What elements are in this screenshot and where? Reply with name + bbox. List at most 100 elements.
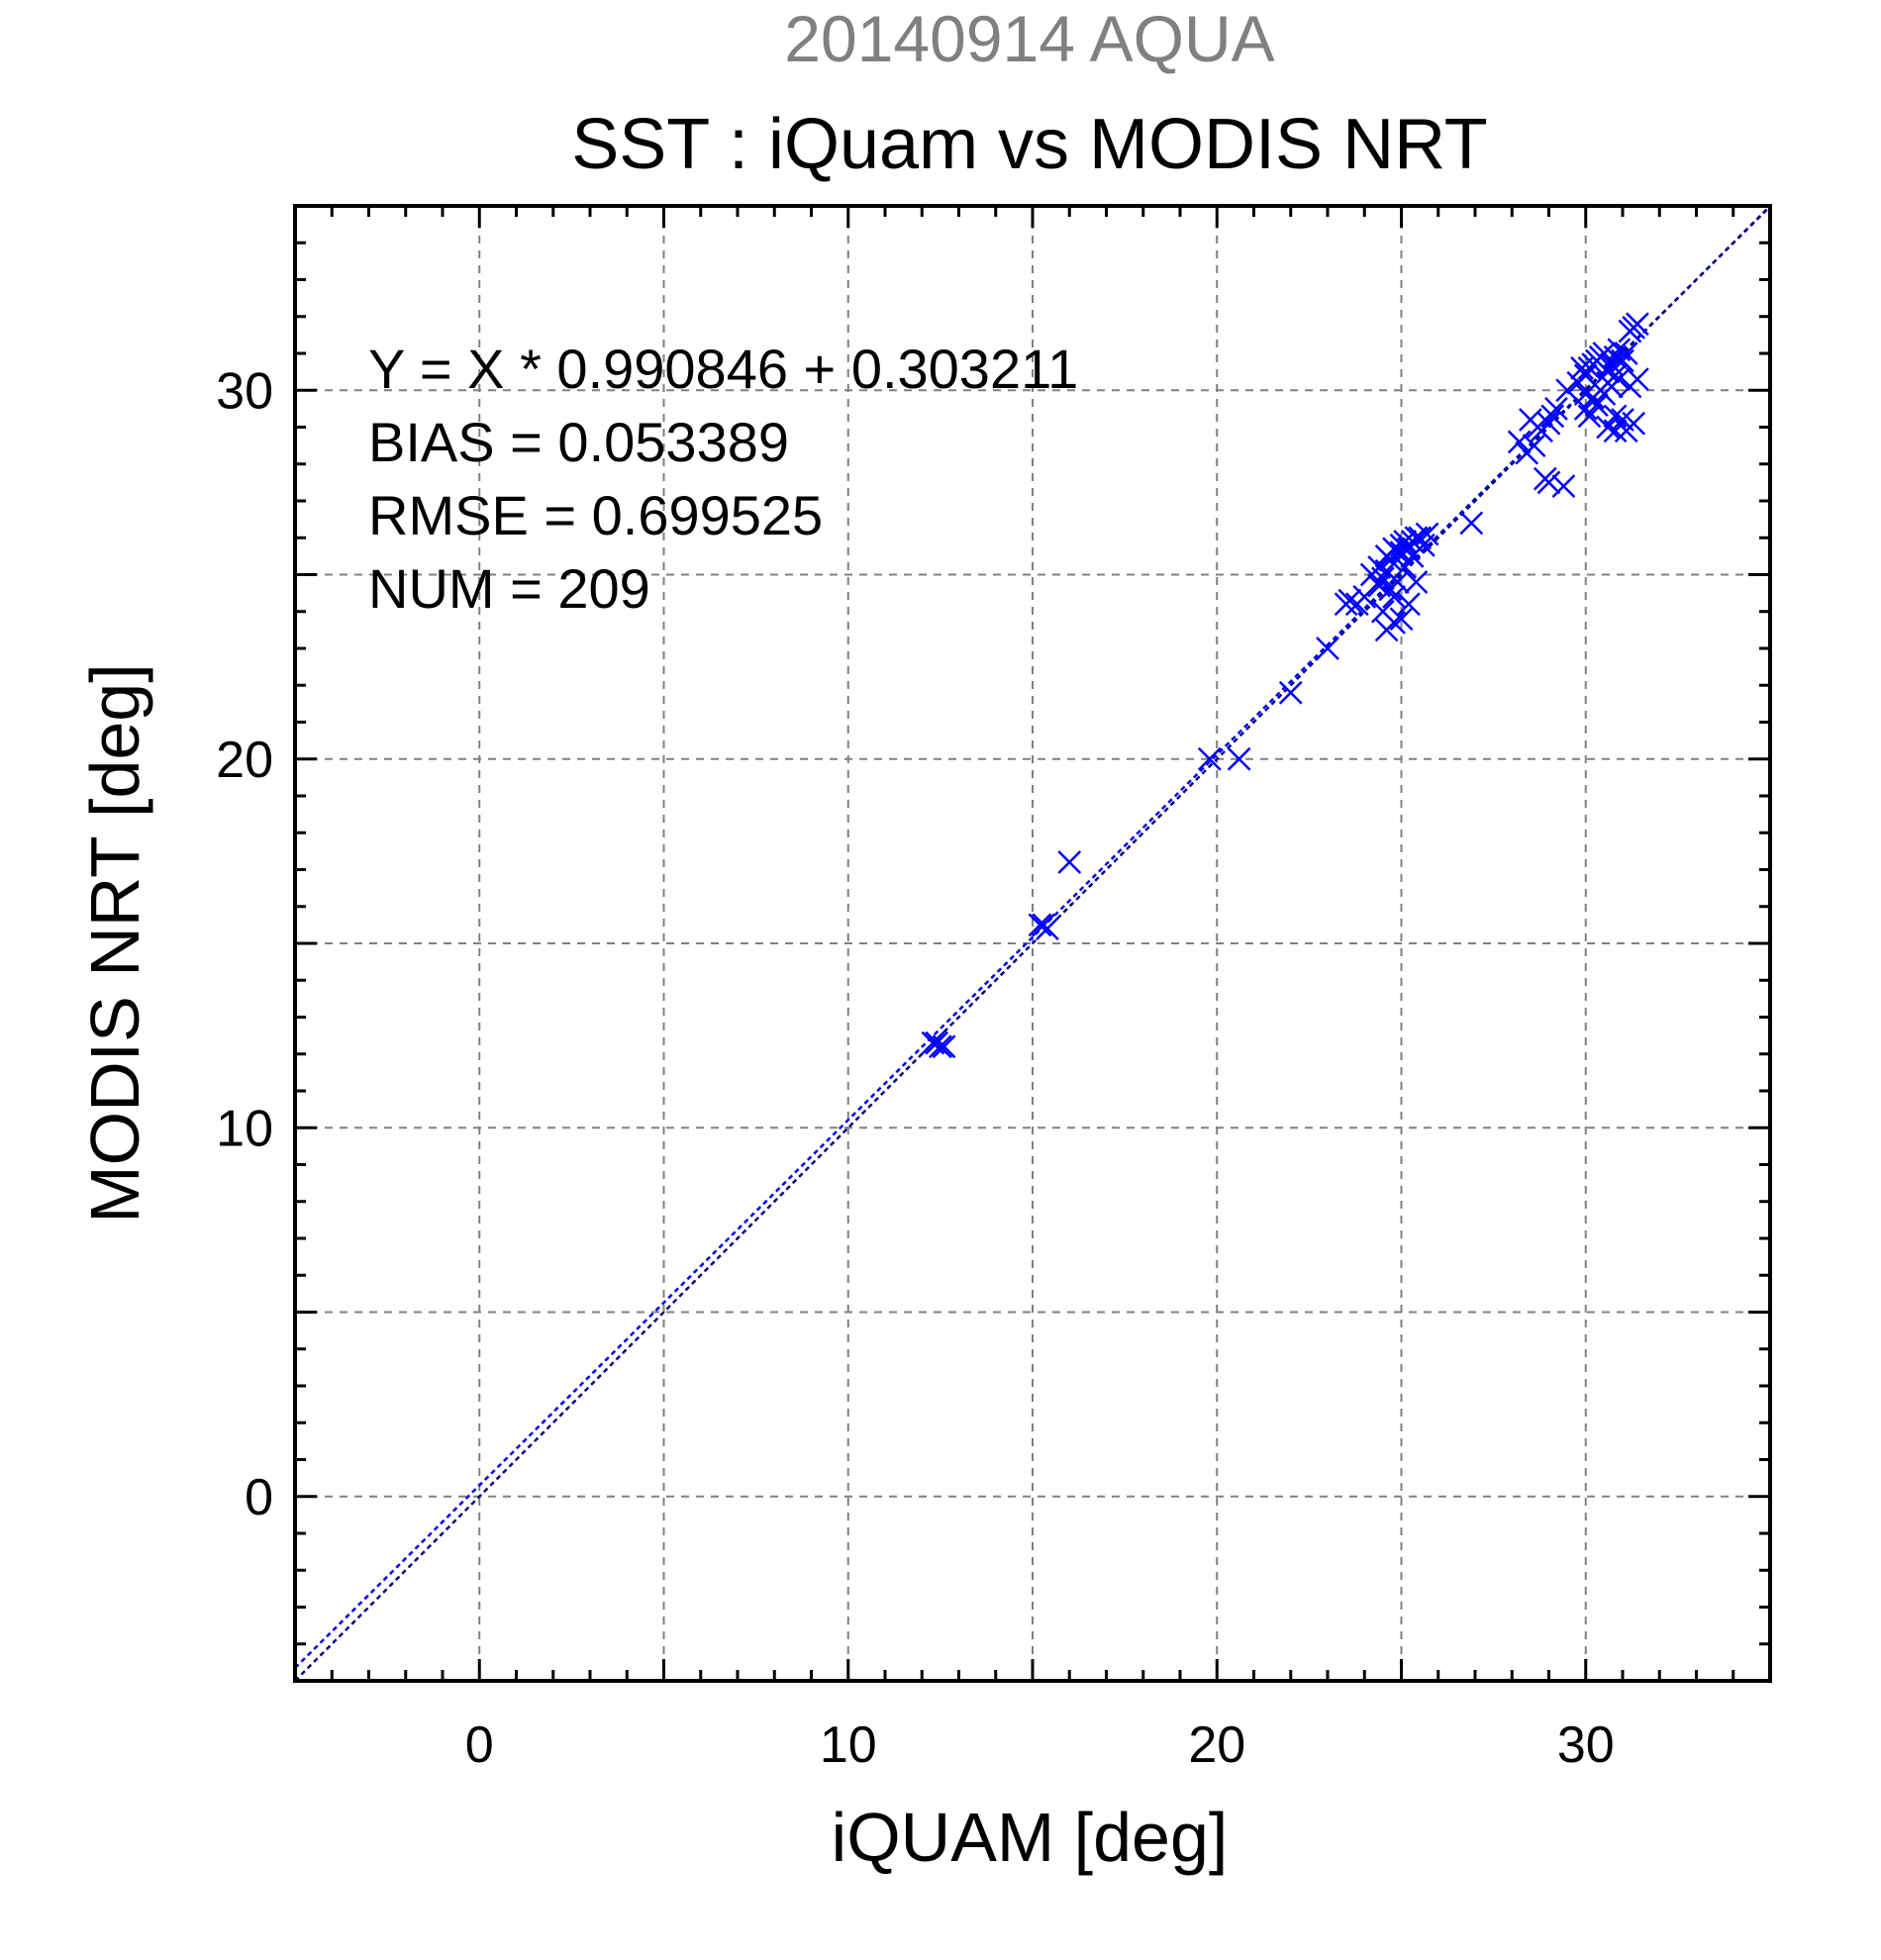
data-point — [1032, 913, 1056, 937]
data-point-stroke — [1626, 312, 1649, 337]
data-point-stroke — [1337, 588, 1362, 613]
data-point — [1555, 378, 1580, 403]
stats-annotation: Y = X * 0.990846 + 0.303211 BIAS = 0.053… — [368, 338, 1078, 620]
data-point-stroke — [1352, 584, 1377, 609]
data-point-stroke — [1316, 637, 1339, 660]
data-point-stroke — [1507, 430, 1532, 454]
data-point-stroke — [1032, 913, 1056, 937]
data-point — [1197, 746, 1222, 771]
data-point — [1382, 611, 1406, 635]
data-point-stroke — [1592, 342, 1617, 365]
data-point-stroke — [1570, 356, 1594, 380]
data-point-stroke — [1227, 746, 1251, 771]
data-point — [1459, 511, 1484, 536]
data-point-stroke — [1382, 584, 1406, 609]
data-point — [1367, 573, 1392, 598]
data-point-stroke — [932, 1034, 956, 1059]
data-point-stroke — [1611, 408, 1634, 432]
y-tick-label: 0 — [245, 1469, 273, 1526]
data-point — [1611, 348, 1634, 373]
data-point-stroke — [1459, 511, 1484, 536]
data-point — [1603, 404, 1628, 429]
data-point-stroke — [1057, 850, 1082, 874]
y-tick-label: 20 — [216, 732, 273, 789]
data-point — [1526, 415, 1550, 440]
data-point-stroke — [921, 1030, 945, 1055]
data-point-stroke — [1367, 573, 1392, 598]
data-point-stroke — [1389, 540, 1414, 565]
data-point-stroke — [1596, 415, 1620, 440]
data-point-stroke — [1544, 396, 1568, 421]
data-point — [1544, 396, 1568, 421]
y-tick-label: 30 — [216, 362, 273, 420]
data-point — [1596, 415, 1620, 440]
data-point-stroke — [1400, 543, 1425, 568]
data-point-stroke — [1626, 367, 1649, 391]
data-point — [1573, 382, 1598, 406]
data-point — [1596, 359, 1620, 384]
data-point — [1337, 588, 1362, 613]
data-point — [1227, 746, 1251, 771]
data-point — [1614, 419, 1638, 443]
data-point — [1278, 680, 1303, 705]
data-point — [1570, 356, 1594, 380]
data-point — [932, 1034, 956, 1059]
data-point-stroke — [1577, 404, 1602, 429]
data-point — [1577, 404, 1602, 429]
data-point — [1522, 434, 1546, 458]
data-point-stroke — [1028, 913, 1052, 937]
data-point-stroke — [1611, 348, 1634, 373]
annotation-rmse: RMSE = 0.699525 — [368, 484, 823, 546]
tick-labels: 0 10 20 30 0 10 20 30 — [216, 362, 1615, 1774]
data-point-stroke — [1397, 592, 1421, 617]
data-point-stroke — [925, 1030, 949, 1055]
data-point — [1389, 607, 1414, 632]
data-point — [1540, 404, 1565, 429]
y-axis-label: MODIS NRT [deg] — [76, 663, 153, 1223]
annotation-num: NUM = 209 — [368, 557, 650, 620]
data-point-stroke — [1385, 570, 1410, 594]
data-point-stroke — [1197, 746, 1222, 771]
data-point-stroke — [1573, 363, 1598, 388]
data-point-stroke — [1614, 342, 1638, 365]
data-point-stroke — [1536, 470, 1561, 495]
annotation-fit-equation: Y = X * 0.990846 + 0.303211 — [368, 338, 1078, 400]
data-point-stroke — [1374, 558, 1399, 583]
data-point — [1316, 637, 1339, 660]
data-point — [1389, 540, 1414, 565]
data-point-stroke — [1596, 359, 1620, 384]
data-points — [921, 312, 1649, 1059]
data-point — [1408, 526, 1433, 550]
data-point-stroke — [1389, 607, 1414, 632]
data-point — [1397, 592, 1421, 617]
data-point — [1551, 474, 1576, 498]
data-point — [1607, 367, 1632, 391]
data-point — [1393, 555, 1418, 579]
data-point-stroke — [1585, 393, 1609, 418]
data-point-stroke — [1573, 382, 1598, 406]
x-axis-label: iQUAM [deg] — [832, 1799, 1229, 1876]
data-point-stroke — [1555, 378, 1580, 403]
x-tick-label: 0 — [465, 1716, 494, 1774]
chart-title: SST : iQuam vs MODIS NRT — [571, 105, 1488, 184]
data-point-stroke — [1393, 555, 1418, 579]
data-point — [1415, 522, 1439, 546]
data-point-stroke — [1404, 570, 1429, 594]
data-point-stroke — [1408, 526, 1433, 550]
data-point — [1507, 430, 1532, 454]
data-point-stroke — [1382, 611, 1406, 635]
data-point-stroke — [1278, 680, 1303, 705]
data-point — [1028, 913, 1052, 937]
data-point — [1536, 470, 1561, 495]
data-point-stroke — [1607, 367, 1632, 391]
data-point — [1057, 850, 1082, 874]
y-tick-label: 10 — [216, 1100, 273, 1157]
data-point-stroke — [1522, 434, 1546, 458]
x-tick-label: 30 — [1557, 1716, 1615, 1774]
data-point-stroke — [1540, 404, 1565, 429]
x-tick-label: 20 — [1188, 1716, 1245, 1774]
data-point-stroke — [1526, 415, 1550, 440]
data-point — [1370, 566, 1395, 591]
data-point-stroke — [1551, 474, 1576, 498]
